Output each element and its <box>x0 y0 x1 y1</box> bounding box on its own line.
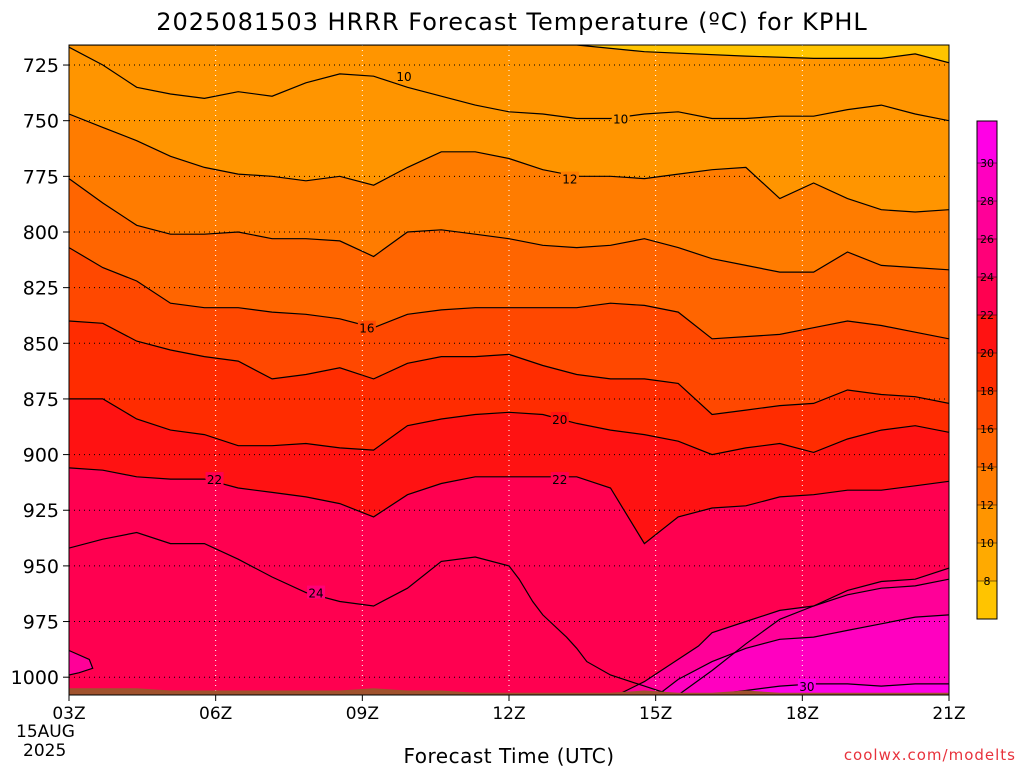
contour-label-10: 10 <box>613 112 628 126</box>
x-axis: 03Z 06Z 09Z 12Z 15Z 18Z 21Z <box>52 695 966 724</box>
y-tick-875: 875 <box>23 389 59 411</box>
x-tick-09Z: 09Z <box>346 704 379 724</box>
colorbar-label-24: 24 <box>980 271 994 284</box>
y-tick-750: 750 <box>23 111 59 133</box>
contour-label-22: 22 <box>207 473 222 487</box>
contour-26c <box>617 578 949 695</box>
contour-label-20: 20 <box>552 413 567 427</box>
colorbar-swatch <box>977 581 997 619</box>
contour-label-30: 30 <box>799 680 814 694</box>
temperature-fill-bands <box>69 45 949 695</box>
contour-label-22: 22 <box>552 473 567 487</box>
contour-16c <box>69 247 949 340</box>
colorbar-label-22: 22 <box>980 309 994 322</box>
contour-label-bg <box>307 585 326 599</box>
contour-label-12: 12 <box>562 173 577 187</box>
contour-label-bg <box>550 411 569 425</box>
fill-band-30c <box>712 683 949 695</box>
colorbar-label-16: 16 <box>980 423 994 436</box>
x-axis-label: Forecast Time (UTC) <box>403 744 614 768</box>
y-tick-725: 725 <box>23 55 59 77</box>
contour-labels: 10 10 12 16 20 22 22 24 30 <box>205 69 816 694</box>
y-tick-850: 850 <box>23 333 59 355</box>
y-tick-900: 900 <box>23 445 59 467</box>
y-tick-800: 800 <box>23 222 59 244</box>
colorbar-swatch <box>977 429 997 467</box>
colorbar-swatch <box>977 391 997 429</box>
contour-label-16: 16 <box>359 322 374 336</box>
contour-label-bg <box>560 171 579 185</box>
x-tick-date-day: 15AUG <box>16 722 75 742</box>
colorbar-swatch <box>977 277 997 315</box>
colorbar-label-10: 10 <box>980 537 994 550</box>
y-tick-950: 950 <box>23 556 59 578</box>
contour-14c <box>69 178 949 273</box>
contour-label-bg <box>357 320 376 334</box>
contour-24c <box>671 567 949 695</box>
x-tick-date-year: 2025 <box>23 741 66 761</box>
colorbar-label-8: 8 <box>984 575 991 588</box>
colorbar: 8 10 12 14 16 18 20 22 24 26 28 30 <box>976 120 998 620</box>
colorbar-label-18: 18 <box>980 385 994 398</box>
colorbar-label-26: 26 <box>980 233 994 246</box>
chart-title: 2025081503 HRRR Forecast Temperature (ºC… <box>156 8 868 36</box>
fill-band-26c <box>69 650 93 675</box>
colorbar-label-28: 28 <box>980 195 994 208</box>
y-tick-975: 975 <box>23 612 59 634</box>
x-tick-18Z: 18Z <box>786 704 819 724</box>
contour-label-bg <box>797 679 816 693</box>
contour-28c <box>657 614 949 695</box>
credit-link[interactable]: coolwx.com/modelts <box>844 746 1016 764</box>
colorbar-swatch <box>977 467 997 505</box>
colorbar-swatch <box>977 163 997 201</box>
y-tick-775: 775 <box>23 166 59 188</box>
colorbar-label-20: 20 <box>980 347 994 360</box>
contour-label-bg <box>550 472 569 486</box>
contour-label-24: 24 <box>308 587 323 601</box>
colorbar-swatch <box>977 505 997 543</box>
y-tick-1000: 1000 <box>11 667 59 689</box>
contour-label-bg <box>611 111 630 125</box>
fill-band-28c <box>657 614 949 695</box>
colorbar-swatch <box>977 201 997 239</box>
colorbar-label-30: 30 <box>980 157 994 170</box>
x-tick-06Z: 06Z <box>199 704 232 724</box>
contour-18c <box>69 320 949 416</box>
colorbar-label-14: 14 <box>980 461 994 474</box>
contour-lines <box>69 45 949 695</box>
colorbar-swatch <box>977 353 997 391</box>
contour-26c <box>69 649 94 676</box>
colorbar-swatch <box>977 239 997 277</box>
contour-30c <box>712 683 949 695</box>
contour-12c <box>69 113 949 213</box>
x-tick-12Z: 12Z <box>492 704 525 724</box>
y-axis: 725 750 775 800 825 850 875 900 925 950 975 1000 <box>11 55 69 689</box>
contour-20c <box>69 398 949 456</box>
y-tick-825: 825 <box>23 278 59 300</box>
contour-24c <box>69 531 672 695</box>
colorbar-label-12: 12 <box>980 499 994 512</box>
y-tick-925: 925 <box>23 500 59 522</box>
contour-11c <box>69 45 949 64</box>
colorbar-swatch <box>977 315 997 353</box>
colorbar-frame <box>976 120 998 620</box>
colorbar-swatch <box>977 543 997 581</box>
x-tick-15Z: 15Z <box>639 704 672 724</box>
contour-label-bg <box>395 69 414 83</box>
plot-area: 10 10 12 16 20 22 22 24 30 <box>69 45 949 695</box>
contour-label-10: 10 <box>396 70 411 84</box>
contour-label-bg <box>205 472 224 486</box>
x-tick-21Z: 21Z <box>932 704 965 724</box>
contour-10c <box>69 46 949 122</box>
ground-strip <box>69 688 949 695</box>
colorbar-swatch <box>977 121 997 163</box>
x-tick-03Z: 03Z <box>52 704 85 724</box>
